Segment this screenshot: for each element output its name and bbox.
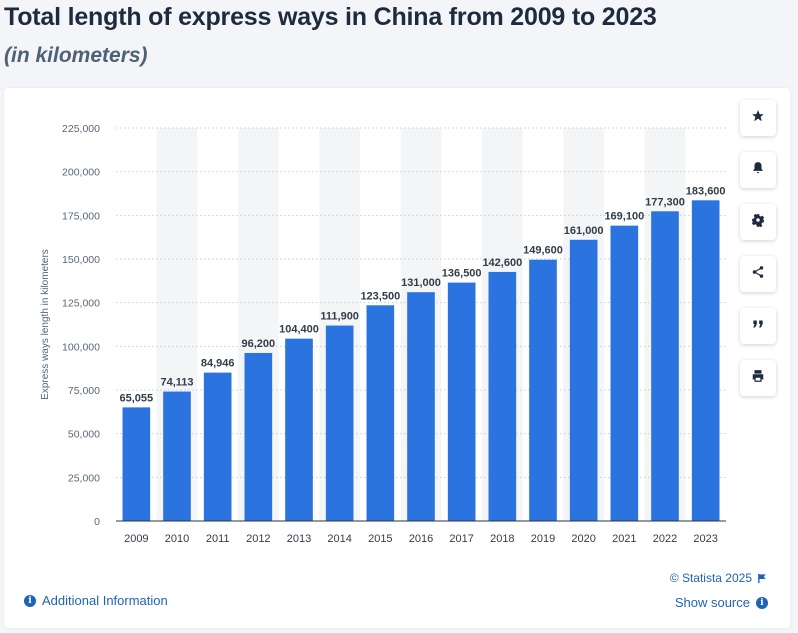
favorite-button[interactable] — [740, 100, 776, 136]
y-tick-label: 150,000 — [62, 254, 100, 266]
y-axis-label: Express ways length in kilometers — [40, 249, 51, 400]
x-tick-label: 2012 — [246, 533, 270, 545]
bar[interactable] — [407, 292, 435, 521]
y-tick-label: 75,000 — [68, 385, 100, 397]
page-title: Total length of express ways in China fr… — [4, 3, 657, 31]
chart-card: 0 25,000 50,000 75,000 100,000 125,000 150,000… — [4, 88, 790, 628]
bar[interactable] — [285, 338, 313, 521]
additional-information-label: Additional Information — [42, 593, 168, 608]
data-label: 96,200 — [242, 338, 276, 350]
show-source-link[interactable]: Show source i — [675, 595, 768, 610]
settings-button[interactable] — [740, 204, 776, 240]
cite-button[interactable] — [740, 308, 776, 344]
bar[interactable] — [447, 282, 476, 521]
y-tick-label: 175,000 — [62, 210, 100, 222]
x-tick-label: 2022 — [653, 533, 677, 545]
bar[interactable] — [325, 325, 354, 521]
bar[interactable] — [651, 211, 679, 521]
bar[interactable] — [244, 352, 273, 521]
y-tick-label: 0 — [94, 516, 100, 528]
x-tick-label: 2021 — [612, 533, 636, 545]
share-icon — [751, 265, 765, 284]
x-tick-label: 2023 — [693, 533, 717, 545]
flag-icon[interactable] — [757, 573, 768, 584]
x-tick-label: 2017 — [449, 533, 473, 545]
chart-toolbar — [740, 100, 780, 412]
bar[interactable] — [122, 407, 151, 521]
x-tick-label: 2020 — [571, 533, 595, 545]
x-tick-label: 2019 — [531, 533, 555, 545]
bell-icon — [751, 161, 765, 180]
bar-chart: 0 25,000 50,000 75,000 100,000 125,000 150,000… — [40, 123, 726, 545]
show-source-label: Show source — [674, 595, 750, 610]
data-label: 183,600 — [686, 185, 726, 197]
additional-information-link[interactable]: i Additional Information — [24, 593, 168, 608]
page-subtitle: (in kilometers) — [4, 44, 148, 67]
bar[interactable] — [366, 305, 395, 521]
data-label: 84,946 — [201, 358, 235, 370]
bar[interactable] — [203, 372, 232, 521]
copyright-notice: © Statista 2025 — [670, 571, 768, 585]
x-tick-label: 2011 — [206, 533, 230, 545]
bar[interactable] — [691, 200, 720, 521]
data-label: 111,900 — [320, 311, 359, 323]
x-tick-label: 2013 — [287, 533, 311, 545]
copyright-label: © Statista 2025 — [669, 571, 752, 585]
x-tick-label: 2009 — [124, 533, 148, 545]
data-label: 74,113 — [160, 377, 193, 389]
info-icon: i — [24, 594, 36, 607]
data-label: 123,500 — [360, 290, 400, 302]
print-button[interactable] — [740, 360, 776, 396]
bar[interactable] — [569, 239, 598, 521]
data-label: 65,055 — [120, 392, 154, 404]
data-label: 142,600 — [482, 257, 522, 269]
data-label: 149,600 — [523, 245, 563, 257]
data-label: 169,100 — [604, 211, 644, 223]
x-tick-label: 2010 — [165, 533, 189, 545]
data-label: 104,400 — [279, 324, 319, 336]
y-tick-label: 225,000 — [62, 123, 100, 135]
y-tick-label: 100,000 — [62, 341, 100, 353]
y-tick-label: 200,000 — [62, 167, 100, 179]
bar[interactable] — [488, 271, 517, 521]
print-icon — [751, 369, 765, 388]
y-tick-label: 125,000 — [62, 298, 100, 310]
bar[interactable] — [610, 225, 639, 521]
y-tick-label: 25,000 — [68, 472, 100, 484]
data-label: 131,000 — [401, 277, 441, 289]
x-tick-label: 2018 — [490, 533, 514, 545]
data-label: 161,000 — [564, 225, 604, 237]
info-icon: i — [756, 596, 768, 609]
star-icon — [751, 109, 765, 128]
data-label: 136,500 — [442, 268, 482, 280]
quote-icon — [751, 317, 765, 336]
x-tick-label: 2016 — [409, 533, 433, 545]
gear-icon — [751, 213, 765, 232]
bar[interactable] — [163, 391, 191, 521]
x-tick-label: 2014 — [327, 533, 351, 545]
notification-button[interactable] — [740, 152, 776, 188]
x-tick-label: 2015 — [368, 533, 392, 545]
share-button[interactable] — [740, 256, 776, 292]
bar[interactable] — [529, 259, 557, 521]
data-label: 177,300 — [645, 196, 685, 208]
y-tick-label: 50,000 — [68, 429, 100, 441]
